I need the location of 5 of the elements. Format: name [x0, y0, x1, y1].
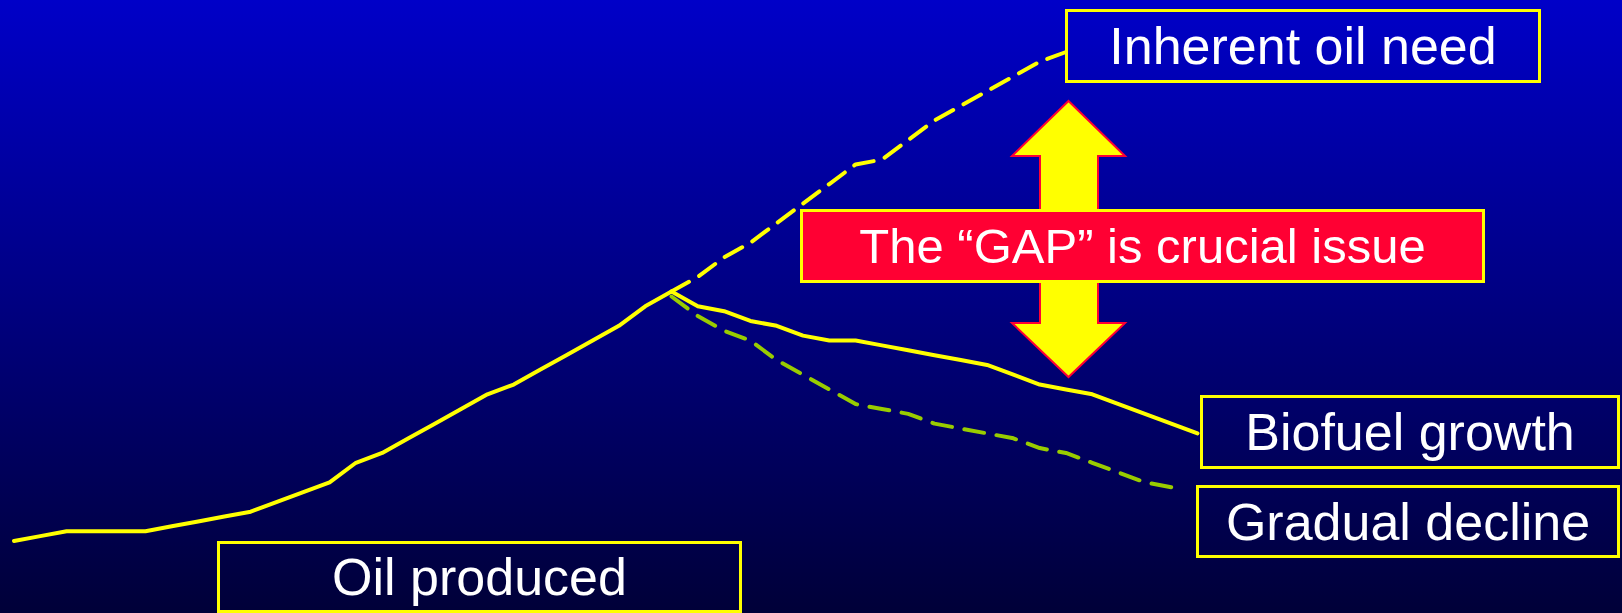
annotation: The “GAP” is crucial issue [859, 218, 1426, 273]
series-label: Inherent oil need [1109, 17, 1497, 75]
series-label: Oil produced [332, 548, 627, 606]
series-label: Biofuel growth [1245, 403, 1575, 461]
series-label: Gradual decline [1225, 492, 1591, 551]
